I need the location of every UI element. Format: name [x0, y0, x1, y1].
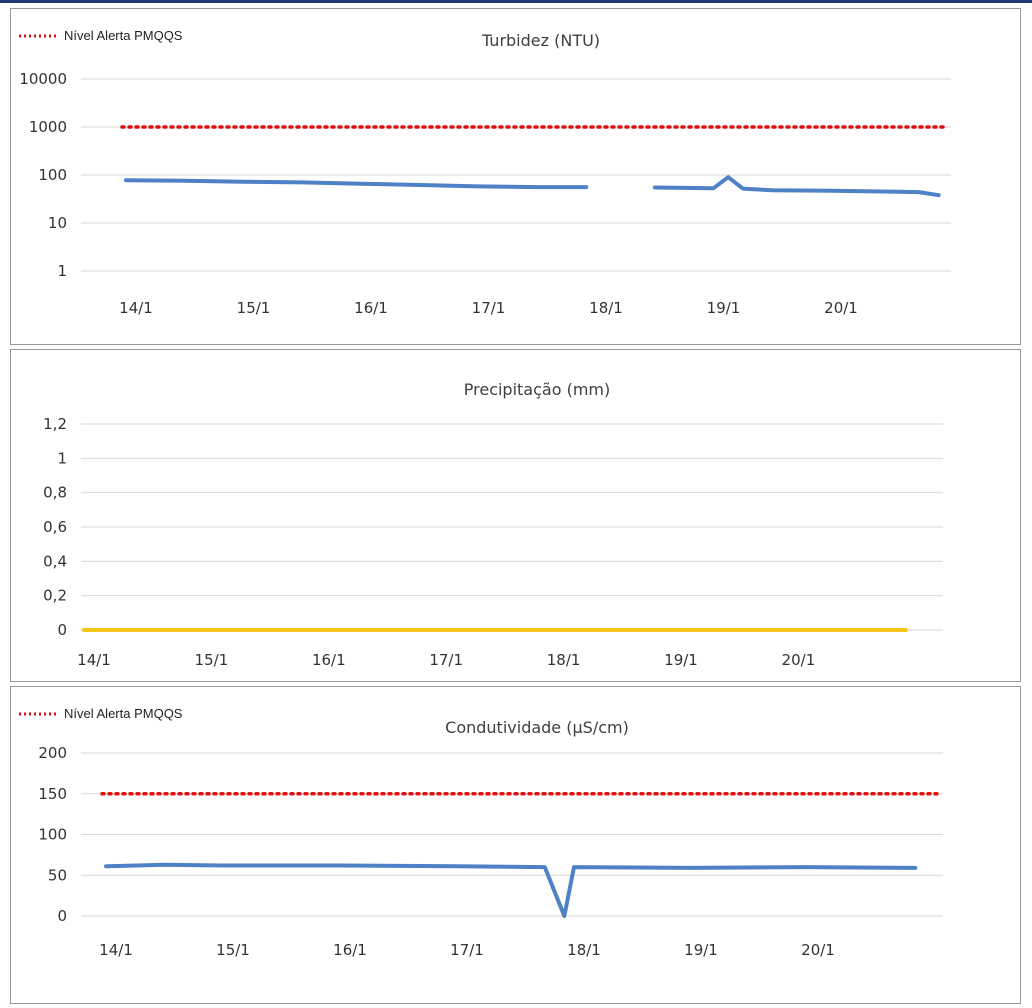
x-tick-label: 17/1 — [450, 941, 484, 959]
x-tick-label: 19/1 — [664, 651, 698, 669]
y-tick-label: 0,2 — [43, 587, 67, 605]
x-tick-label: 19/1 — [707, 299, 741, 317]
y-tick-label: 1 — [57, 262, 67, 280]
x-tick-label: 18/1 — [547, 651, 581, 669]
y-tick-label: 0,6 — [43, 518, 67, 536]
x-tick-label: 15/1 — [237, 299, 271, 317]
x-tick-label: 14/1 — [119, 299, 153, 317]
y-tick-label: 150 — [38, 785, 67, 803]
y-tick-label: 200 — [38, 744, 67, 762]
x-tick-label: 14/1 — [99, 941, 133, 959]
x-tick-label: 20/1 — [824, 299, 858, 317]
chart-title: Turbidez (NTU) — [481, 31, 600, 50]
chart-title: Precipitação (mm) — [464, 380, 611, 399]
precipitacao-chart: Precipitação (mm) 0 0,2 0,4 0,6 0,8 1 1,2 14/1 15… — [43, 380, 943, 669]
y-tick-label: 0 — [57, 907, 67, 925]
y-tick-label: 0,8 — [43, 484, 67, 502]
x-tick-label: 17/1 — [472, 299, 506, 317]
x-tick-label: 16/1 — [312, 651, 346, 669]
turbidez-chart-panel: Turbidez (NTU) Nível Alerta PMQQS 1 10 100 10… — [10, 8, 1021, 345]
legend-alert-label: Nível Alerta PMQQS — [64, 28, 183, 43]
x-tick-label: 20/1 — [801, 941, 835, 959]
y-tick-label: 0 — [57, 621, 67, 639]
y-tick-label: 1,2 — [43, 415, 67, 433]
series-line — [652, 175, 941, 198]
x-tick-label: 14/1 — [77, 651, 111, 669]
y-tick-label: 10000 — [19, 70, 67, 88]
x-tick-label: 15/1 — [216, 941, 250, 959]
y-tick-label: 1000 — [29, 118, 67, 136]
x-tick-label: 18/1 — [567, 941, 601, 959]
turbidez-chart: Turbidez (NTU) Nível Alerta PMQQS 1 10 100 10… — [19, 28, 951, 317]
precipitacao-chart-panel: Precipitação (mm) 0 0,2 0,4 0,6 0,8 1 1,2 14/1 15… — [10, 349, 1021, 682]
y-tick-label: 1 — [57, 449, 67, 467]
y-tick-label: 100 — [38, 166, 67, 184]
x-tick-label: 19/1 — [684, 941, 718, 959]
chart-title: Condutividade (µS/cm) — [445, 718, 629, 737]
legend-alert-label: Nível Alerta PMQQS — [64, 706, 183, 721]
condutividade-chart-panel: Condutividade (µS/cm) Nível Alerta PMQQS 0… — [10, 686, 1021, 1004]
y-tick-label: 100 — [38, 826, 67, 844]
y-tick-label: 10 — [48, 214, 67, 232]
x-tick-label: 16/1 — [333, 941, 367, 959]
series-line — [124, 178, 589, 190]
y-tick-label: 0,4 — [43, 552, 67, 570]
x-tick-label: 15/1 — [195, 651, 229, 669]
series-line — [104, 862, 918, 918]
x-tick-label: 20/1 — [782, 651, 816, 669]
x-tick-label: 17/1 — [429, 651, 463, 669]
x-tick-label: 18/1 — [589, 299, 623, 317]
frame-top-line — [0, 0, 1032, 3]
condutividade-chart: Condutividade (µS/cm) Nível Alerta PMQQS 0… — [19, 706, 943, 959]
y-tick-label: 50 — [48, 866, 67, 884]
x-tick-label: 16/1 — [354, 299, 388, 317]
